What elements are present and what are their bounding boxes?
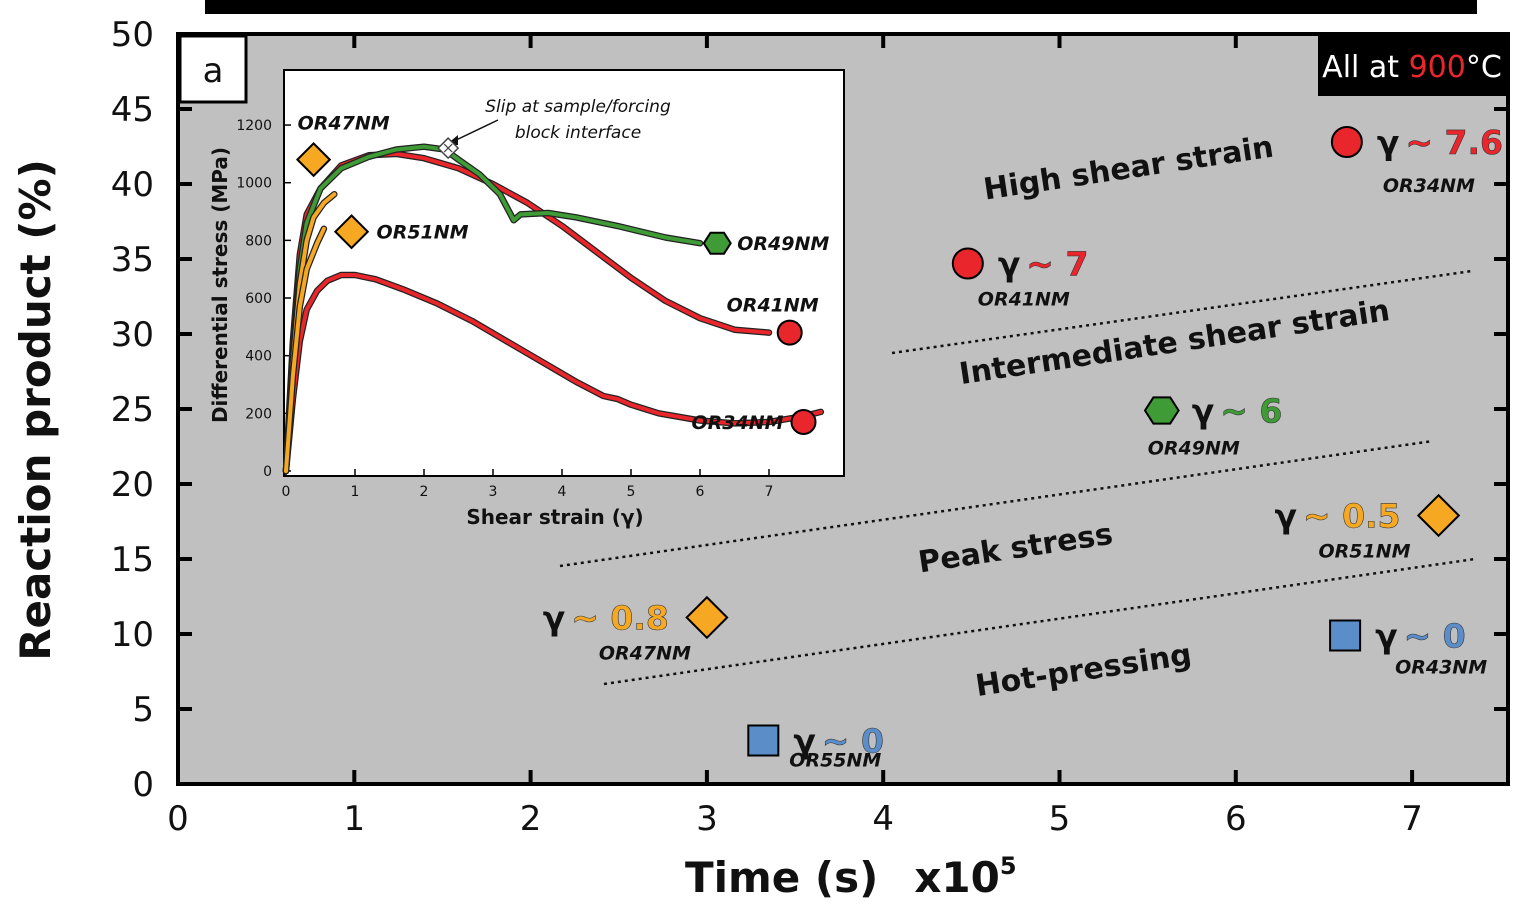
inset-x-tick-label: 0	[282, 484, 291, 500]
point-or41nm	[951, 247, 984, 280]
inset-y-tick-label: 1000	[236, 176, 272, 192]
main-ticks	[176, 32, 1508, 786]
x-multiplier: x10	[914, 853, 1000, 902]
inset-sample-label: OR51NM	[377, 222, 469, 244]
condition-unit: °C	[1466, 50, 1502, 85]
sample-label: OR51NM	[1319, 541, 1411, 563]
inset-sample-label: OR34NM	[691, 412, 783, 434]
point-or51nm	[1416, 493, 1461, 538]
sample-label: OR34NM	[1383, 175, 1475, 197]
inset-y-tick-label: 600	[245, 291, 272, 307]
inset-y-tick-label: 400	[245, 349, 272, 365]
main-data-points: γ ~ 7.6 OR34NM γ ~ 7 OR41NM γ ~ 6 OR49NM γ ~ 0.5 OR…	[543, 123, 1503, 772]
condition-label: All at 900°C	[1322, 50, 1502, 85]
point-or43nm	[1329, 619, 1362, 652]
point-or47nm	[685, 595, 729, 640]
condition-temp: 900	[1409, 50, 1466, 85]
inset-tick-labels: 0 1 2 3 4 5 6 7 0 200 400 600 800 1000 1200	[236, 118, 773, 500]
inset-y-tick-label: 200	[245, 406, 272, 422]
inset-curve-or34nm	[284, 273, 823, 473]
inset-plot-area	[283, 69, 845, 477]
slip-annotation-arrow	[451, 119, 499, 143]
inset-marker-or47nm	[295, 142, 332, 178]
inset-y-axis-label: Differential stress (MPa)	[208, 147, 232, 423]
sample-label: OR41NM	[978, 289, 1070, 311]
inset-x-tick-label: 2	[420, 484, 429, 500]
slip-annotation-line2: block interface	[515, 123, 641, 143]
inset-y-tick-label: 0	[263, 464, 272, 480]
y-tick-label: 20	[111, 465, 154, 505]
y-tick-label: 10	[111, 615, 154, 655]
x-tick-label: 0	[167, 799, 189, 839]
y-tick-label: 50	[111, 15, 154, 55]
inset-marker-or41nm	[776, 319, 803, 346]
x-tick-label: 2	[520, 799, 542, 839]
x-axis-label: Time (s) x105	[685, 852, 1017, 902]
inset-x-tick-label: 1	[351, 484, 360, 500]
top-banner-bar	[205, 0, 1477, 14]
inset-y-tick-label: 1200	[236, 118, 272, 134]
sample-label: OR49NM	[1148, 438, 1240, 460]
inset-sample-label: OR41NM	[727, 295, 819, 317]
inset-y-tick-label: 800	[245, 233, 272, 249]
y-tick-label: 5	[132, 690, 154, 730]
point-or49nm	[1143, 396, 1180, 425]
gamma-label: γ ~ 7.6	[1377, 123, 1503, 162]
panel-letter-box	[178, 34, 248, 104]
slip-marker	[437, 137, 460, 160]
y-tick-label: 25	[111, 390, 154, 430]
gamma-label: γ ~ 6	[1192, 392, 1283, 431]
inset-sample-label: OR49NM	[737, 233, 829, 255]
inset-marker-or34nm	[790, 408, 817, 435]
x-multiplier-exponent: 5	[1000, 852, 1017, 880]
sample-label: OR47NM	[599, 643, 691, 665]
inset-curves	[282, 143, 825, 475]
inset-x-tick-label: 4	[558, 484, 567, 500]
x-tick-label: 7	[1401, 799, 1423, 839]
y-tick-label: 0	[132, 765, 154, 805]
slip-annotation-line1: Slip at sample/forcing	[485, 97, 671, 117]
inset-sample-label: OR47NM	[298, 113, 390, 135]
condition-prefix: All at	[1322, 50, 1408, 85]
y-tick-label: 30	[111, 315, 154, 355]
inset-end-markers: OR47NM OR51NM OR49NM OR41NM OR34NM	[295, 113, 829, 435]
sample-label: OR43NM	[1395, 657, 1487, 679]
x-tick-label: 3	[696, 799, 718, 839]
inset-x-tick-label: 6	[696, 484, 705, 500]
point-or55nm	[747, 724, 780, 757]
sample-label: OR55NM	[789, 750, 881, 772]
inset-marker-or51nm	[333, 214, 370, 250]
inset-curve-or51nm	[284, 226, 326, 473]
x-tick-label: 5	[1049, 799, 1071, 839]
y-tick-label: 35	[111, 240, 154, 280]
x-tick-label: 6	[1225, 799, 1247, 839]
y-tick-label: 45	[111, 90, 154, 130]
inset-x-tick-label: 7	[765, 484, 774, 500]
gamma-label: γ ~ 0	[793, 722, 884, 761]
panel-letter: a	[203, 51, 224, 91]
x-tick-label: 1	[343, 799, 365, 839]
condition-box	[1318, 36, 1506, 96]
slip-point-cross	[443, 143, 453, 153]
x-tick-label: 4	[872, 799, 894, 839]
inset-marker-or49nm	[702, 231, 732, 255]
y-tick-label: 15	[111, 540, 154, 580]
gamma-label: γ ~ 0	[1375, 617, 1466, 656]
inset-x-axis-label: Shear strain (γ)	[466, 505, 643, 529]
inset-x-tick-label: 5	[627, 484, 636, 500]
gamma-label: γ ~ 0.8	[543, 599, 669, 638]
inset-ticks	[284, 124, 770, 476]
inset-x-tick-label: 3	[489, 484, 498, 500]
y-axis-label: Reaction product (%)	[11, 159, 60, 661]
point-or34nm	[1330, 126, 1363, 158]
gamma-label: γ ~ 7	[998, 245, 1089, 284]
y-tick-label: 40	[111, 165, 154, 205]
gamma-label: γ ~ 0.5	[1274, 497, 1400, 536]
